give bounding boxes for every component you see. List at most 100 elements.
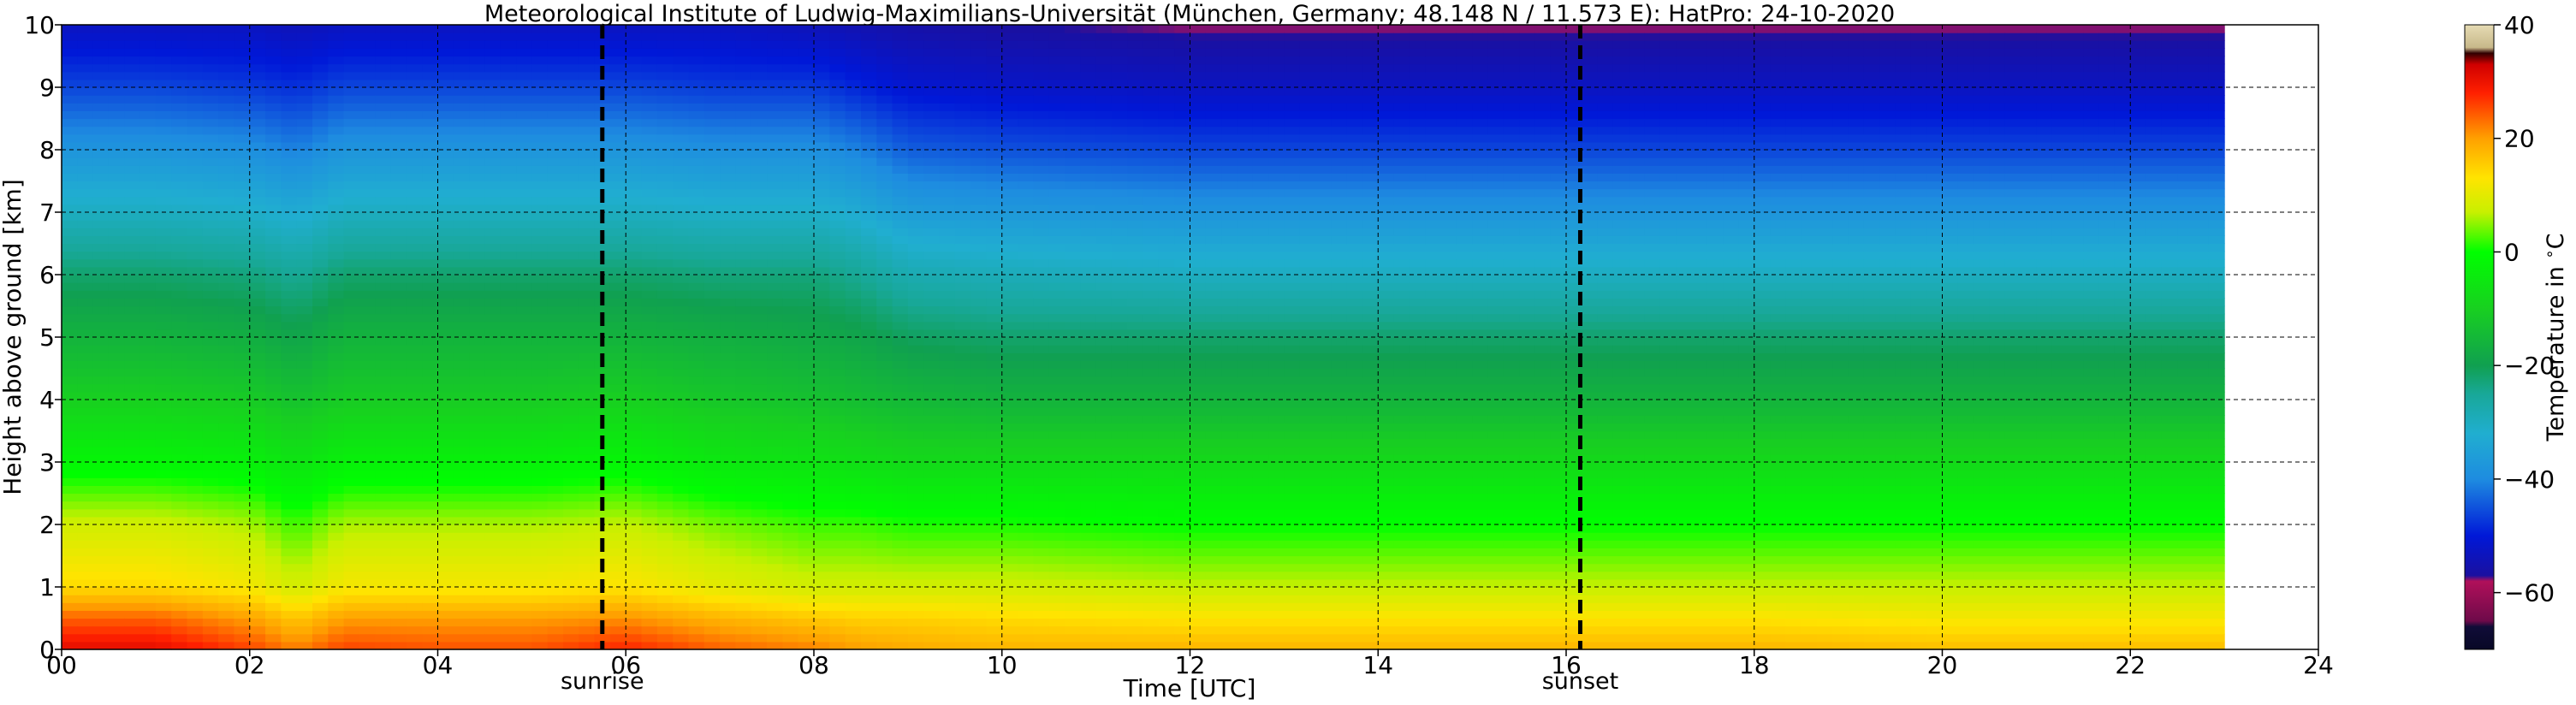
heatmap-cell (77, 165, 94, 174)
heatmap-cell (1018, 555, 1034, 565)
heatmap-cell (703, 165, 721, 174)
heatmap-cell (939, 56, 956, 65)
heatmap-cell (328, 430, 345, 440)
heatmap-cell (171, 133, 188, 143)
heatmap-cell (829, 220, 846, 228)
heatmap-cell (171, 563, 188, 572)
heatmap-cell (547, 188, 564, 198)
heatmap-cell (720, 243, 737, 252)
heatmap-cell (124, 63, 141, 73)
heatmap-cell (641, 407, 658, 416)
heatmap-cell (720, 470, 737, 478)
heatmap-cell (798, 633, 815, 643)
heatmap-cell (359, 540, 376, 548)
heatmap-cell (907, 352, 924, 361)
heatmap-cell (892, 110, 909, 120)
heatmap-cell (767, 641, 783, 650)
heatmap-cell (860, 532, 877, 541)
heatmap-cell (579, 290, 596, 299)
heatmap-cell (516, 103, 532, 111)
heatmap-cell (484, 298, 502, 307)
heatmap-cell (782, 79, 799, 88)
heatmap-cell (453, 305, 470, 315)
heatmap-cell (907, 578, 924, 588)
heatmap-cell (108, 212, 125, 221)
heatmap-cell (1001, 48, 1018, 57)
heatmap-cell (609, 493, 626, 502)
heatmap-cell (171, 485, 188, 495)
heatmap-cell (547, 360, 564, 370)
heatmap-cell (798, 602, 815, 611)
heatmap-cell (673, 602, 690, 611)
heatmap-cell (422, 625, 439, 635)
heatmap-cell (359, 383, 376, 393)
heatmap-cell (500, 275, 517, 283)
heatmap-cell (265, 56, 282, 65)
heatmap-cell (954, 298, 971, 307)
heatmap-cell (688, 181, 705, 190)
heatmap-cell (673, 360, 690, 370)
heatmap-cell (390, 188, 407, 198)
heatmap-cell (187, 618, 204, 627)
heatmap-cell (986, 126, 1003, 135)
heatmap-cell (375, 298, 392, 307)
heatmap-cell (139, 368, 157, 377)
heatmap-cell (92, 360, 110, 370)
heatmap-cell (986, 633, 1003, 643)
heatmap-cell (735, 290, 752, 299)
heatmap-cell (453, 243, 470, 252)
heatmap-cell (234, 212, 251, 221)
heatmap-cell (484, 415, 502, 424)
heatmap-cell (907, 438, 924, 447)
heatmap-cell (782, 110, 799, 120)
heatmap-cell (829, 345, 846, 353)
heatmap-cell (437, 40, 454, 49)
heatmap-cell (954, 430, 971, 440)
heatmap-cell (281, 282, 298, 291)
heatmap-cell (155, 602, 172, 611)
heatmap-cell (954, 462, 971, 471)
heatmap-cell (453, 165, 470, 174)
heatmap-cell (469, 563, 486, 572)
heatmap-cell (281, 501, 298, 510)
heatmap-cell (422, 95, 439, 104)
heatmap-cell (1033, 453, 1050, 463)
heatmap-cell (939, 352, 956, 361)
heatmap-cell (845, 126, 862, 135)
heatmap-cell (124, 516, 141, 525)
heatmap-cell (453, 196, 470, 205)
heatmap-cell (171, 258, 188, 268)
heatmap-cell (609, 71, 626, 80)
heatmap-cell (1001, 212, 1018, 221)
heatmap-cell (531, 126, 549, 135)
heatmap-cell (312, 524, 329, 533)
heatmap-cell (656, 126, 674, 135)
heatmap-cell (375, 477, 392, 486)
heatmap-cell (437, 157, 454, 166)
heatmap-cell (406, 110, 423, 120)
heatmap-cell (187, 329, 204, 338)
heatmap-cell (453, 446, 470, 455)
heatmap-cell (626, 446, 643, 455)
heatmap-cell (829, 141, 846, 151)
heatmap-cell (986, 438, 1003, 447)
heatmap-cell (907, 126, 924, 135)
heatmap-cell (609, 329, 626, 338)
heatmap-cell (954, 63, 971, 73)
heatmap-cell (939, 188, 956, 198)
heatmap-cell (453, 453, 470, 463)
heatmap-cell (923, 321, 941, 330)
heatmap-cell (249, 345, 266, 353)
heatmap-cell (343, 212, 360, 221)
heatmap-cell (453, 275, 470, 283)
heatmap-cell (829, 196, 846, 205)
heatmap-cell (656, 133, 674, 143)
heatmap-cell (77, 79, 94, 88)
heatmap-cell (876, 415, 893, 424)
heatmap-cell (469, 290, 486, 299)
heatmap-cell (782, 477, 799, 486)
heatmap-cell (390, 446, 407, 455)
heatmap-cell (484, 595, 502, 603)
heatmap-cell (579, 48, 596, 57)
heatmap-cell (735, 462, 752, 471)
